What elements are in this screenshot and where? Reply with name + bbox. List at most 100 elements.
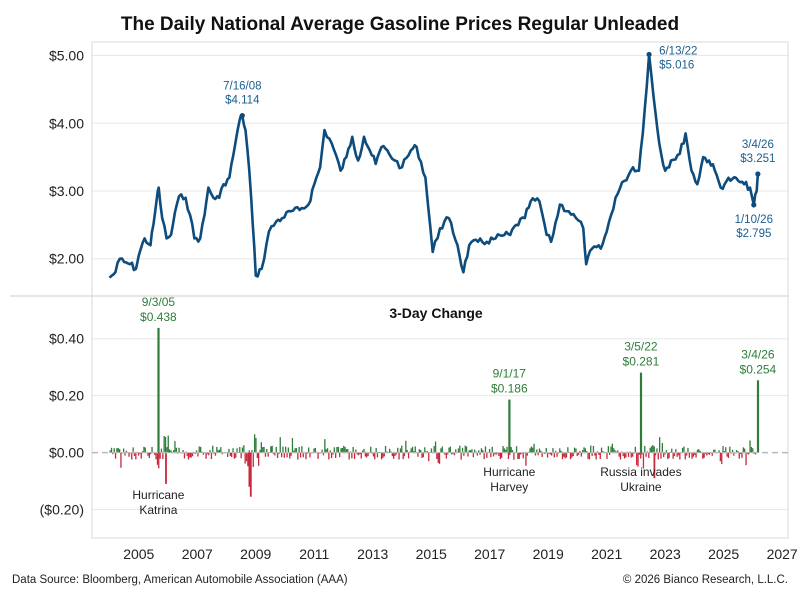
change-bar [197, 452, 199, 457]
change-bar [330, 452, 333, 459]
change-bar [251, 450, 253, 453]
change-bar [714, 449, 716, 453]
change-bar [559, 448, 561, 453]
change-bar [657, 452, 659, 460]
change-bar [436, 452, 438, 459]
price-annotation-date: 7/16/08 [223, 81, 261, 93]
change-bar [451, 452, 453, 455]
change-bar [351, 452, 353, 459]
change-bar [548, 452, 550, 454]
change-bar [573, 447, 576, 453]
change-bar [409, 451, 411, 453]
change-bar [301, 446, 303, 453]
x-tick-label: 2027 [767, 546, 798, 562]
change-bar [463, 452, 465, 456]
change-bar [286, 452, 288, 458]
price-annotation-value: $3.251 [740, 153, 775, 165]
change-bar [742, 447, 744, 453]
change-bar [491, 446, 493, 453]
change-bar [335, 452, 337, 458]
change-bar [244, 452, 246, 464]
change-bar [109, 450, 111, 453]
change-bar [294, 448, 296, 453]
change-bar [318, 452, 321, 454]
change-ytick-label: $0.00 [49, 445, 84, 461]
change-bar [584, 448, 586, 453]
change-bar [560, 450, 562, 453]
change-bar [534, 452, 537, 456]
change-bar [557, 452, 559, 454]
change-bar [216, 446, 218, 453]
change-bar [727, 452, 730, 458]
change-bar [154, 452, 156, 455]
event-label: Hurricane [483, 465, 535, 479]
change-bar [339, 452, 341, 458]
change-bar [363, 448, 365, 453]
change-bar [389, 448, 391, 453]
change-bar [352, 447, 354, 453]
change-bar [664, 452, 666, 455]
change-bar [606, 452, 608, 459]
price-annotation-date: 1/10/26 [735, 214, 773, 226]
change-bar [629, 451, 631, 453]
change-bar [347, 449, 349, 453]
price-annotation-date: 6/13/22 [659, 45, 697, 57]
change-bar [750, 447, 753, 453]
change-bar [642, 452, 645, 469]
change-bar [607, 446, 609, 453]
change-spike-date: 9/3/05 [142, 295, 176, 309]
change-bar [337, 446, 339, 453]
change-bar [218, 449, 221, 453]
change-bar [681, 447, 684, 453]
change-spike-value: $0.254 [740, 362, 777, 376]
change-bar [686, 452, 688, 456]
change-bar [275, 446, 277, 453]
change-bar [637, 452, 639, 467]
change-bar [511, 450, 514, 453]
change-bar [661, 443, 663, 453]
change-bar [434, 441, 437, 453]
change-bar [580, 452, 582, 457]
change-bar [447, 452, 449, 455]
change-bar [247, 452, 249, 467]
change-bar [237, 452, 240, 453]
change-bar [634, 446, 636, 453]
change-bar [487, 452, 489, 454]
change-bar [618, 452, 620, 457]
change-bar [490, 452, 492, 458]
change-bar [124, 452, 126, 456]
change-bar [131, 452, 133, 460]
change-bar [202, 452, 204, 455]
change-bar [189, 452, 191, 458]
change-bar [147, 452, 149, 456]
change-bar [378, 452, 380, 453]
change-bar [151, 446, 153, 453]
change-bar [125, 450, 127, 453]
event-label: Ukraine [620, 480, 662, 494]
change-bar [398, 452, 400, 460]
change-bar [640, 452, 642, 459]
event-label: Harvey [490, 480, 528, 494]
change-bar [610, 446, 612, 453]
change-bar [614, 450, 616, 453]
change-spike-date: 3/4/26 [741, 347, 775, 361]
change-bar [198, 446, 200, 453]
change-bar [324, 439, 326, 453]
change-bar [168, 449, 171, 453]
change-bar [340, 448, 342, 453]
change-bar [410, 448, 412, 453]
x-tick-label: 2021 [591, 546, 622, 562]
change-bar [544, 452, 546, 455]
change-bar [592, 446, 595, 453]
change-bar [258, 452, 260, 466]
change-bar [653, 452, 656, 479]
change-spike-date: 3/5/22 [624, 340, 658, 354]
change-panel-title: 3-Day Change [389, 305, 483, 321]
change-bar [182, 450, 184, 453]
change-bar [293, 450, 295, 453]
change-bar [165, 452, 167, 484]
change-bar [694, 452, 696, 455]
change-bar [167, 435, 169, 453]
change-bar [675, 449, 677, 453]
change-bar [433, 446, 435, 453]
